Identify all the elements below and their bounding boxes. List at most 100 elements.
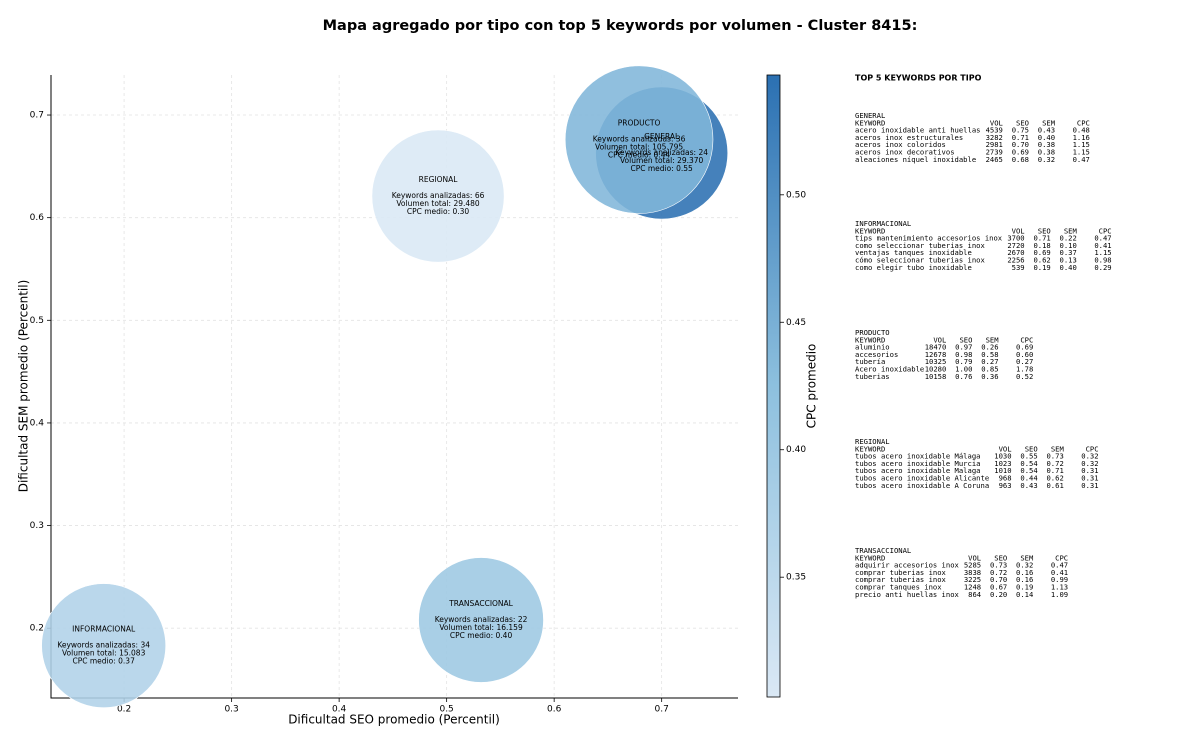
table-cell: 0.31: [1081, 481, 1098, 490]
table-cell: 2720: [1007, 241, 1024, 250]
table-cell: 2981: [986, 140, 1003, 149]
table-cell: 0.62: [1033, 256, 1050, 265]
column-header: SEO: [1025, 444, 1038, 453]
table-cell: 0.71: [1046, 466, 1063, 475]
table-cell: 3225: [964, 575, 981, 584]
column-header: VOL: [933, 335, 946, 344]
table-cell: 1.13: [1051, 583, 1068, 592]
table-cell: 968: [999, 474, 1012, 483]
table-cell: 0.29: [1094, 263, 1111, 272]
bubble: [564, 65, 714, 214]
column-header: VOL: [968, 553, 981, 562]
table-cell: 1248: [964, 583, 981, 592]
table-cell: 2256: [1007, 256, 1024, 265]
table-cell: 0.19: [1033, 263, 1050, 272]
bubble-label: Volumen total: 29.480: [396, 199, 480, 208]
table-cell: 0.13: [1060, 256, 1077, 265]
table-cell: 0.20: [990, 590, 1007, 599]
table-cell: aceros inox coloridos: [855, 140, 946, 149]
bubble-label: Keywords analizadas: 24: [615, 148, 708, 157]
table-cell: 0.47: [1073, 155, 1090, 164]
table-cell: aleaciones níquel inoxidable: [855, 155, 976, 164]
x-tick-label: 0.4: [332, 705, 347, 715]
table-cell: tubos acero inoxidable Málaga: [855, 452, 981, 461]
table-cell: tubos acero inoxidable Murcia: [855, 459, 981, 468]
table-cell: 3282: [986, 133, 1003, 142]
table-cell: 0.32: [1016, 561, 1033, 570]
table-cell: 0.44: [1020, 474, 1037, 483]
table-cell: Acero inoxidable: [855, 365, 924, 374]
y-tick-label: 0.4: [30, 418, 45, 428]
colorbar-tick-label: 0.40: [786, 445, 806, 455]
table-cell: 0.10: [1060, 241, 1077, 250]
table-cell: 0.70: [990, 575, 1007, 584]
table-cell: 0.69: [1016, 343, 1033, 352]
table-cell: 0.32: [1038, 155, 1055, 164]
table-cell: 0.73: [1046, 452, 1063, 461]
table-cell: 539: [1012, 263, 1025, 272]
table-cell: 0.68: [1012, 155, 1029, 164]
table-cell: 12678: [925, 350, 947, 359]
bubble-label: CPC medio: 0.55: [630, 164, 693, 173]
colorbar: [766, 74, 781, 698]
table-cell: 1.15: [1073, 140, 1090, 149]
column-header: KEYWORD: [855, 553, 885, 562]
table-cell: comprar tuberias inox: [855, 575, 947, 584]
table-cell: 10325: [925, 357, 947, 366]
table-cell: 1.00: [955, 365, 972, 374]
table-cell: 864: [968, 590, 981, 599]
table-cell: comprar tanques inox: [855, 583, 942, 592]
section-name: GENERAL: [855, 111, 885, 120]
y-tick-label: 0.7: [30, 111, 44, 121]
table-cell: tubos acero inoxidable A Coruna: [855, 481, 989, 490]
section-name: REGIONAL: [855, 437, 890, 446]
column-header: SEM: [1051, 444, 1065, 453]
table-cell: 0.99: [1051, 575, 1068, 584]
y-tick-label: 0.5: [30, 316, 44, 326]
colorbar-tick-label: 0.35: [786, 573, 806, 583]
column-header: SEO: [959, 335, 972, 344]
table-cell: 3838: [964, 568, 981, 577]
table-cell: 10280: [925, 365, 947, 374]
section-name: PRODUCTO: [855, 328, 890, 337]
column-header: SEM: [1020, 553, 1034, 562]
section-name: INFORMACIONAL: [855, 219, 911, 228]
table-cell: 0.67: [990, 583, 1007, 592]
table-cell: 0.31: [1081, 466, 1098, 475]
column-header: SEO: [1038, 226, 1051, 235]
table-cell: 5285: [964, 561, 981, 570]
bubble-label: Keywords analizadas: 22: [435, 615, 528, 624]
table-cell: 963: [999, 481, 1012, 490]
table-cell: aceros inox estructurales: [855, 133, 963, 142]
table-cell: 0.43: [1020, 481, 1037, 490]
column-header: KEYWORD: [855, 226, 885, 235]
x-tick-label: 0.7: [655, 705, 669, 715]
table-cell: 1.15: [1073, 148, 1090, 157]
table-cell: 0.58: [981, 350, 998, 359]
column-header: VOL: [999, 444, 1012, 453]
bubble-label: Volumen total: 105.795: [595, 143, 683, 152]
table-cell: 0.41: [1051, 568, 1068, 577]
bubble-label: Volumen total: 29.370: [620, 156, 704, 165]
table-cell: 0.70: [1012, 140, 1029, 149]
table-cell: adquirir accesorios inox: [855, 561, 960, 570]
bubble: [371, 129, 505, 263]
table-cell: precio anti huellas inox: [855, 590, 960, 599]
table-cell: 1.16: [1073, 133, 1090, 142]
table-cell: 0.40: [1060, 263, 1077, 272]
table-cell: 0.54: [1020, 466, 1037, 475]
table-cell: 0.69: [1033, 248, 1050, 257]
table-cell: 0.73: [990, 561, 1007, 570]
table-cell: 1030: [994, 452, 1011, 461]
table-cell: 0.61: [1046, 481, 1063, 490]
table-cell: 0.60: [1016, 350, 1033, 359]
table-cell: 0.71: [1033, 234, 1050, 243]
table-cell: 0.16: [1016, 575, 1033, 584]
table-cell: 0.31: [1081, 474, 1098, 483]
column-header: VOL: [1012, 226, 1025, 235]
table-cell: 0.36: [981, 372, 998, 381]
bubble-label: Volumen total: 15.083: [62, 649, 146, 658]
table-cell: 2670: [1007, 248, 1024, 257]
table-cell: 0.75: [1012, 126, 1029, 135]
table-cell: 18470: [925, 343, 947, 352]
